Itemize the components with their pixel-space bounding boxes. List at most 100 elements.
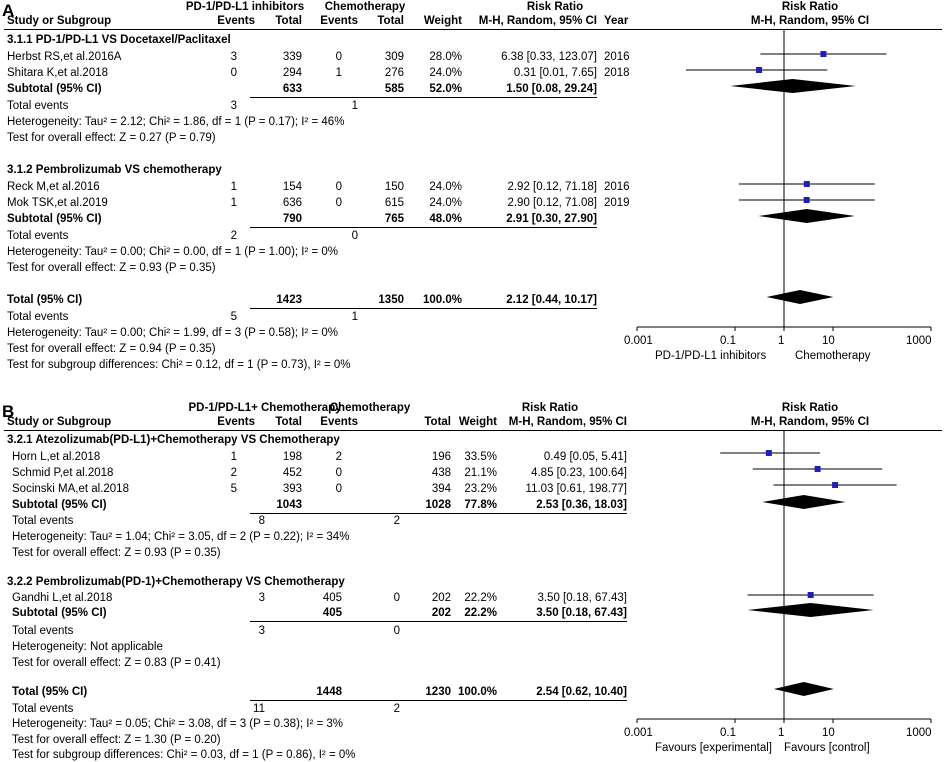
total-ctrl: 276	[384, 67, 404, 79]
total-ci: 2.54 [0.62, 10.40]	[536, 686, 627, 698]
weight: 22.2%	[464, 592, 497, 604]
tick-label: 1	[778, 335, 785, 347]
subgroup-title: 3.2.2 Pembrolizumab(PD-1)+Chemotherapy V…	[7, 576, 345, 588]
risk-ratio-ci: 0.49 [0.05, 5.41]	[543, 451, 627, 463]
plot-title: Risk Ratio	[781, 1, 839, 13]
total-events-label: Total events	[7, 100, 69, 112]
total-events-exp: 11	[253, 703, 265, 715]
point-estimate	[807, 592, 814, 598]
events-exp: 0	[230, 67, 237, 79]
pooled-diamond	[730, 79, 856, 93]
total-events-ctrl: 2	[393, 703, 400, 715]
risk-ratio-ci: 11.03 [0.61, 198.77]	[525, 483, 627, 495]
total-exp: 339	[282, 51, 302, 63]
total-events-label: Total events	[7, 230, 69, 242]
point-estimate	[820, 51, 827, 57]
total-ctrl: 150	[384, 181, 404, 193]
total-events-ctrl: 1	[351, 100, 358, 112]
subtotal-label: Subtotal (95% CI)	[7, 213, 102, 225]
total-events-ctrl: 2	[393, 515, 400, 527]
tick-label: 0.1	[720, 335, 736, 347]
total-ctrl: 1230	[425, 686, 451, 698]
tick-label: 0.001	[624, 335, 653, 347]
subgroup-differences: Test for subgroup differences: Chi² = 0.…	[7, 359, 351, 371]
events-ctrl: 0	[393, 592, 400, 604]
total-ctrl: 196	[431, 451, 451, 463]
events-exp: 3	[258, 592, 265, 604]
col-total-exp: Total	[275, 15, 302, 27]
overall-effect: Test for overall effect: Z = 0.94 (P = 0…	[7, 343, 216, 355]
tick-label: 0.001	[624, 727, 653, 739]
axis-label-right: Chemotherapy	[795, 350, 871, 362]
events-exp: 1	[230, 451, 237, 463]
pooled-diamond	[758, 209, 855, 223]
weight: 24.0%	[429, 181, 462, 193]
total-exp: 405	[322, 592, 342, 604]
col-year: Year	[604, 15, 629, 27]
total-ctrl: 1350	[378, 294, 404, 306]
total-exp: 452	[282, 467, 302, 479]
col-study: Study or Subgroup	[7, 416, 112, 428]
events-exp: 2	[230, 467, 237, 479]
weight: 24.0%	[429, 67, 462, 79]
total-label: Total (95% CI)	[7, 294, 83, 306]
heterogeneity: Heterogeneity: Tau² = 0.00; Chi² = 0.00,…	[7, 246, 339, 258]
total-rule	[250, 308, 597, 309]
subtotal-rule	[250, 97, 597, 98]
total-events-label: Total events	[12, 515, 74, 527]
tick-label: 0.1	[720, 727, 736, 739]
subtotal-weight: 52.0%	[429, 83, 462, 95]
subtotal-rule	[250, 227, 597, 228]
header-rule	[4, 430, 942, 431]
total-exp: 1448	[316, 686, 342, 698]
risk-ratio-ci: 2.92 [0.12, 71.18]	[507, 181, 597, 193]
axis-label-right: Favours [control]	[784, 742, 870, 754]
total-ctrl: 438	[431, 467, 451, 479]
year: 2018	[604, 67, 630, 79]
events-ctrl: 0	[335, 51, 342, 63]
col-total-ctrl: Total	[377, 15, 404, 27]
weight: 33.5%	[464, 451, 497, 463]
study-name: Schmid P,et al.2018	[12, 467, 114, 479]
study-name: Gandhi L,et al.2018	[12, 592, 113, 604]
subtotal-label: Subtotal (95% CI)	[12, 499, 107, 511]
overall-effect: Test for overall effect: Z = 0.83 (P = 0…	[12, 657, 221, 669]
tick-label: 1000	[906, 335, 932, 347]
axis-label-left: Favours [experimental]	[655, 742, 772, 754]
pooled-diamond	[766, 290, 834, 304]
year: 2016	[604, 181, 630, 193]
total-events-exp: 2	[230, 230, 237, 242]
total-events-exp: 3	[258, 625, 265, 637]
subtotal-total-ctrl: 585	[384, 83, 404, 95]
plot-method: M-H, Random, 95% CI	[750, 15, 870, 27]
subtotal-total-exp: 790	[282, 213, 302, 225]
total-ctrl: 309	[384, 51, 404, 63]
point-estimate	[803, 181, 810, 187]
total-ctrl: 202	[431, 592, 451, 604]
subtotal-total-ctrl: 1028	[425, 499, 451, 511]
total-events-label: Total events	[12, 703, 74, 715]
exp-group-header: PD-1/PD-L1 inhibitors	[185, 1, 305, 13]
subtotal-weight: 77.8%	[464, 499, 497, 511]
pooled-diamond	[747, 603, 874, 617]
events-exp: 1	[230, 181, 237, 193]
subtotal-total-exp: 405	[322, 607, 342, 619]
point-estimate	[756, 67, 763, 73]
study-name: Horn L,et al.2018	[12, 451, 101, 463]
subtotal-ci: 2.91 [0.30, 27.90]	[506, 213, 597, 225]
total-exp: 393	[282, 483, 302, 495]
pooled-diamond	[773, 682, 834, 696]
events-ctrl: 0	[335, 181, 342, 193]
total-events-exp: 3	[230, 100, 237, 112]
total-label: Total (95% CI)	[12, 686, 88, 698]
subtotal-rule	[250, 621, 627, 622]
subgroup-differences: Test for subgroup differences: Chi² = 0.…	[12, 749, 356, 761]
col-events-exp: Events	[217, 15, 255, 27]
heterogeneity: Heterogeneity: Tau² = 2.12; Chi² = 1.86,…	[7, 116, 345, 128]
weight: 23.2%	[464, 483, 497, 495]
subtotal-total-ctrl: 202	[431, 607, 451, 619]
overall-effect: Test for overall effect: Z = 0.93 (P = 0…	[7, 262, 216, 274]
col-weight: Weight	[423, 15, 462, 27]
total-ctrl: 615	[384, 197, 404, 209]
